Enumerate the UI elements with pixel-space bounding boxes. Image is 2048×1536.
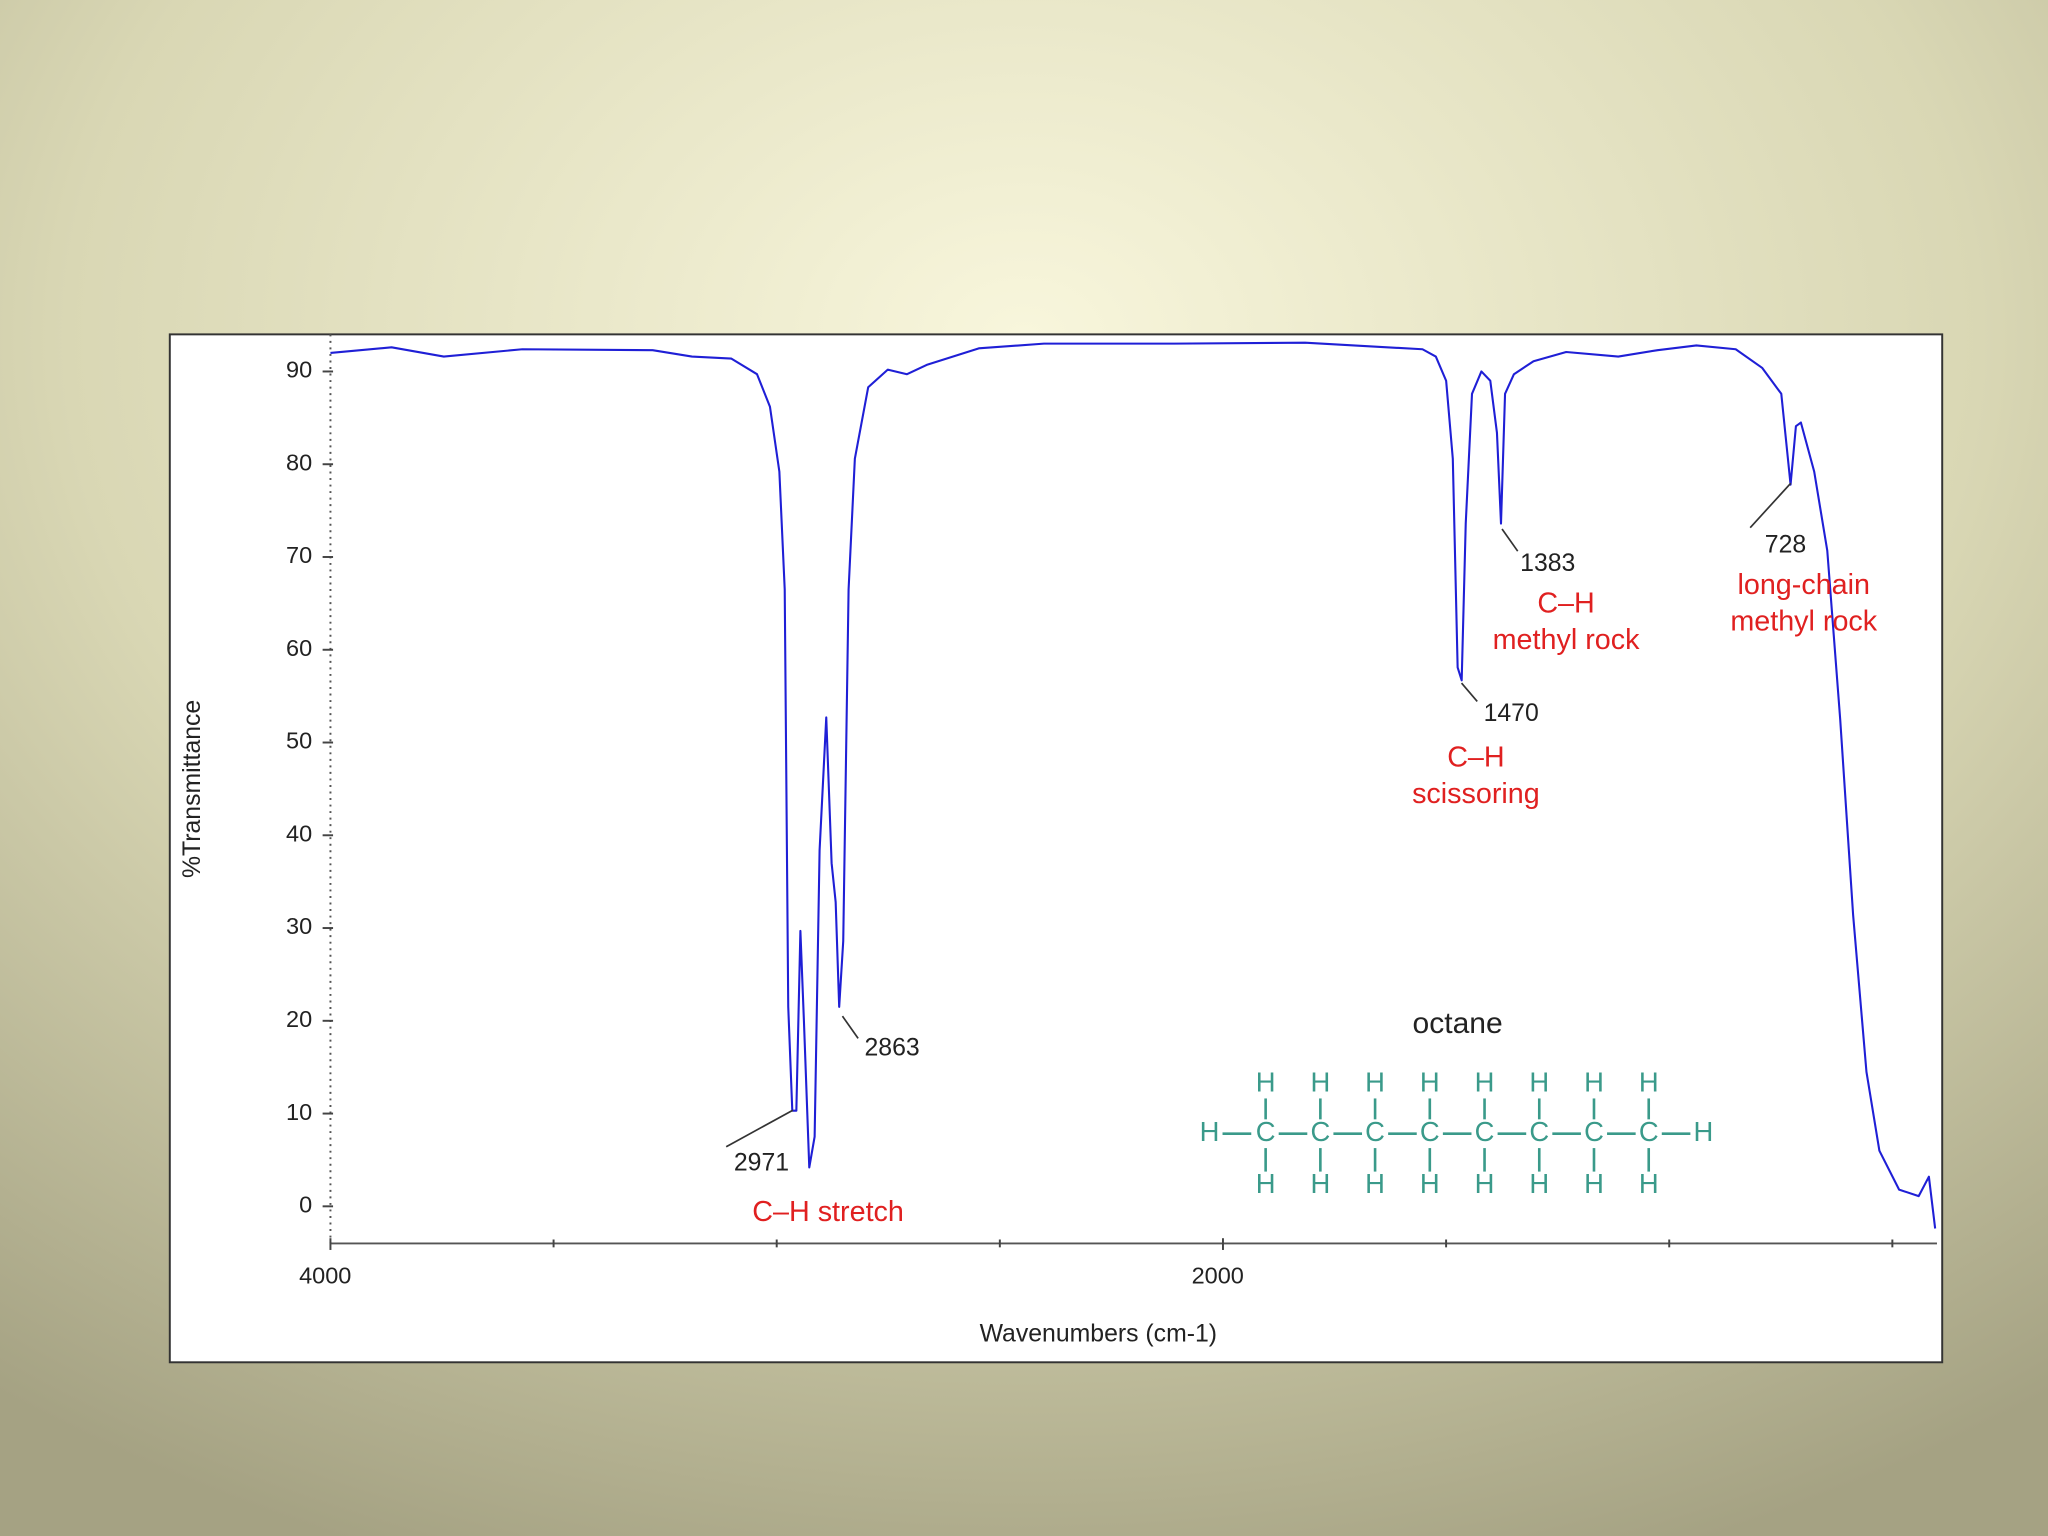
hydrogen-atom: H [1639, 1168, 1659, 1199]
hydrogen-atom: H [1584, 1066, 1604, 1097]
spectrum-line [330, 341, 1937, 1229]
y-tick-label: 70 [286, 542, 312, 568]
hydrogen-atom: H [1310, 1168, 1330, 1199]
hydrogen-atom: H [1420, 1066, 1440, 1097]
annotation-leader [841, 1015, 859, 1039]
hydrogen-atom: H [1475, 1168, 1495, 1199]
hydrogen-atom: H [1365, 1168, 1385, 1199]
hydrogen-atom: H [1529, 1168, 1549, 1199]
annotation-label: 2863 [864, 1034, 919, 1061]
hydrogen-atom: H [1694, 1116, 1714, 1147]
carbon-atom: C [1365, 1116, 1385, 1147]
carbon-atom: C [1256, 1116, 1276, 1147]
annotation-note: methyl rock [1730, 606, 1877, 638]
annotation-note: C–H [1447, 741, 1504, 773]
annotation-leader [725, 1109, 794, 1148]
hydrogen-atom: H [1256, 1066, 1276, 1097]
hydrogen-atom: H [1200, 1116, 1220, 1147]
annotation-label: 728 [1765, 532, 1806, 559]
carbon-atom: C [1475, 1116, 1495, 1147]
y-tick-label: 30 [286, 913, 312, 939]
x-tick-label: 4000 [299, 1263, 351, 1289]
annotation-note: methyl rock [1493, 624, 1640, 656]
y-tick-label: 60 [286, 635, 312, 661]
annotation-note: scissoring [1412, 778, 1540, 810]
annotation-leader [1749, 482, 1792, 529]
annotation-label: 2971 [734, 1149, 789, 1176]
annotation-note: long-chain [1737, 569, 1870, 601]
annotation-note: C–H stretch [752, 1196, 904, 1228]
hydrogen-atom: H [1256, 1168, 1276, 1199]
annotation-leader [1460, 682, 1478, 702]
y-tick-label: 50 [286, 728, 312, 754]
y-axis-label: %Transmittance [179, 700, 206, 878]
annotation-label: 1383 [1520, 550, 1575, 577]
molecule-name: octane [1413, 1007, 1503, 1040]
y-tick-label: 0 [299, 1192, 312, 1218]
x-tick-label: 2000 [1192, 1263, 1244, 1289]
annotation-label: 1470 [1484, 700, 1539, 727]
hydrogen-atom: H [1584, 1168, 1604, 1199]
hydrogen-atom: H [1420, 1168, 1440, 1199]
hydrogen-atom: H [1529, 1066, 1549, 1097]
carbon-atom: C [1529, 1116, 1549, 1147]
y-tick-label: 80 [286, 449, 312, 475]
y-tick-label: 40 [286, 820, 312, 846]
chart-panel [168, 333, 1944, 1364]
annotation-leader [1501, 528, 1519, 552]
carbon-atom: C [1420, 1116, 1440, 1147]
x-axis-label: Wavenumbers (cm-1) [980, 1320, 1217, 1347]
carbon-atom: C [1639, 1116, 1659, 1147]
y-tick-label: 10 [286, 1099, 312, 1125]
hydrogen-atom: H [1310, 1066, 1330, 1097]
y-tick-label: 90 [286, 357, 312, 383]
hydrogen-atom: H [1365, 1066, 1385, 1097]
carbon-atom: C [1584, 1116, 1604, 1147]
annotation-note: C–H [1537, 587, 1594, 619]
carbon-atom: C [1310, 1116, 1330, 1147]
y-tick-label: 20 [286, 1006, 312, 1032]
hydrogen-atom: H [1639, 1066, 1659, 1097]
hydrogen-atom: H [1475, 1066, 1495, 1097]
